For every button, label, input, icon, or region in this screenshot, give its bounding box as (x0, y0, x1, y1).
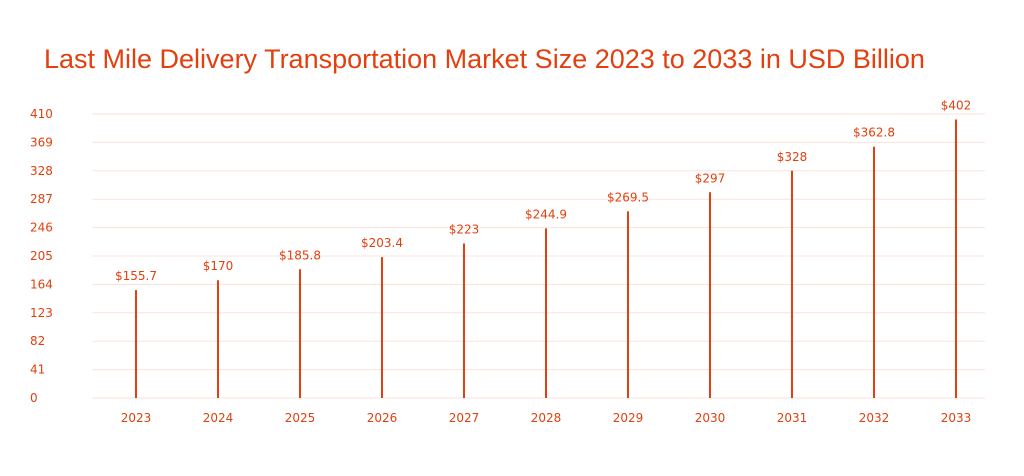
data-label: $328 (777, 150, 808, 164)
data-label: $185.8 (279, 248, 321, 262)
x-tick-label: 2028 (531, 411, 562, 425)
x-tick-label: 2032 (859, 411, 890, 425)
data-label: $402 (941, 99, 972, 113)
x-tick-label: 2031 (777, 411, 808, 425)
x-tick-label: 2033 (941, 411, 972, 425)
y-tick-label: 287 (30, 192, 53, 206)
y-axis-ticks: 0 41 82 123 164 205 246 287 328 369 410 (30, 107, 53, 405)
data-label: $362.8 (853, 126, 895, 140)
data-label: $170 (203, 259, 234, 273)
chart-title: Last Mile Delivery Transportation Market… (44, 44, 925, 74)
y-tick-label: 0 (30, 391, 38, 405)
y-tick-label: 164 (30, 277, 53, 291)
y-tick-label: 328 (30, 164, 53, 178)
x-tick-label: 2029 (613, 411, 644, 425)
x-tick-label: 2024 (203, 411, 234, 425)
bars (135, 119, 957, 398)
data-label: $203.4 (361, 236, 403, 250)
y-tick-label: 369 (30, 135, 53, 149)
y-tick-label: 205 (30, 249, 53, 263)
data-label: $223 (449, 223, 480, 237)
x-tick-label: 2023 (121, 411, 152, 425)
data-labels: $155.7 $170 $185.8 $203.4 $223 $244.9 $269.5 $2… (115, 99, 971, 284)
x-tick-label: 2030 (695, 411, 726, 425)
y-tick-label: 410 (30, 107, 53, 121)
y-tick-label: 41 (30, 363, 45, 377)
x-axis-ticks: 2023 2024 2025 2026 2027 2028 2029 2030 2031 2032… (121, 411, 972, 425)
x-tick-label: 2026 (367, 411, 398, 425)
data-label: $244.9 (525, 207, 567, 221)
x-tick-label: 2027 (449, 411, 480, 425)
y-tick-label: 82 (30, 334, 45, 348)
data-label: $297 (695, 171, 726, 185)
y-tick-label: 123 (30, 306, 53, 320)
gridlines (92, 113, 985, 399)
x-tick-label: 2025 (285, 411, 316, 425)
y-tick-label: 246 (30, 221, 53, 235)
data-label: $269.5 (607, 190, 649, 204)
data-label: $155.7 (115, 269, 157, 283)
